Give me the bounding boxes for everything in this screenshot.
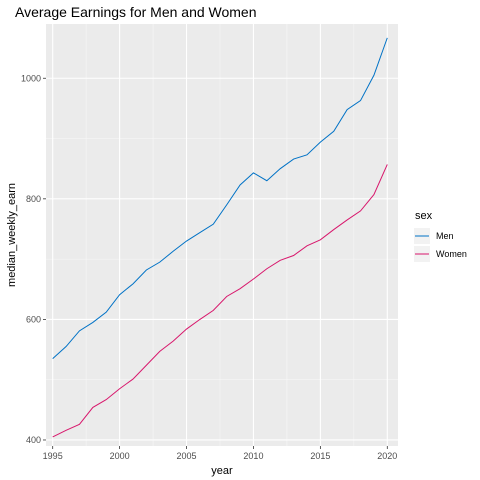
y-tick-label: 400 [26,435,41,445]
legend-label-women: Women [436,249,467,259]
x-tick-label: 1995 [43,451,63,461]
x-axis: 1995 2000 2005 2010 2015 2020 [43,446,397,461]
y-tick-label: 1000 [21,73,41,83]
chart-title: Average Earnings for Men and Women [15,4,257,20]
minor-gridlines [46,24,398,446]
y-axis-title: median_weekly_earn [6,183,18,287]
y-tick-label: 600 [26,314,41,324]
x-tick-label: 2005 [177,451,197,461]
x-tick-label: 2010 [243,451,263,461]
series-line-men [52,37,388,359]
legend-label-men: Men [436,231,454,241]
x-tick-label: 2015 [310,451,330,461]
x-tick-label: 2000 [110,451,130,461]
x-axis-title: year [211,465,233,477]
y-tick-label: 800 [26,194,41,204]
series-line-women [52,164,388,438]
legend: sex Men Women [414,210,467,262]
series-lines [52,37,388,438]
plot-panel [46,24,398,446]
x-tick-label: 2020 [377,451,397,461]
major-gridlines [46,24,398,446]
y-axis: 400 600 800 1000 [21,73,46,445]
legend-title: sex [415,210,433,222]
